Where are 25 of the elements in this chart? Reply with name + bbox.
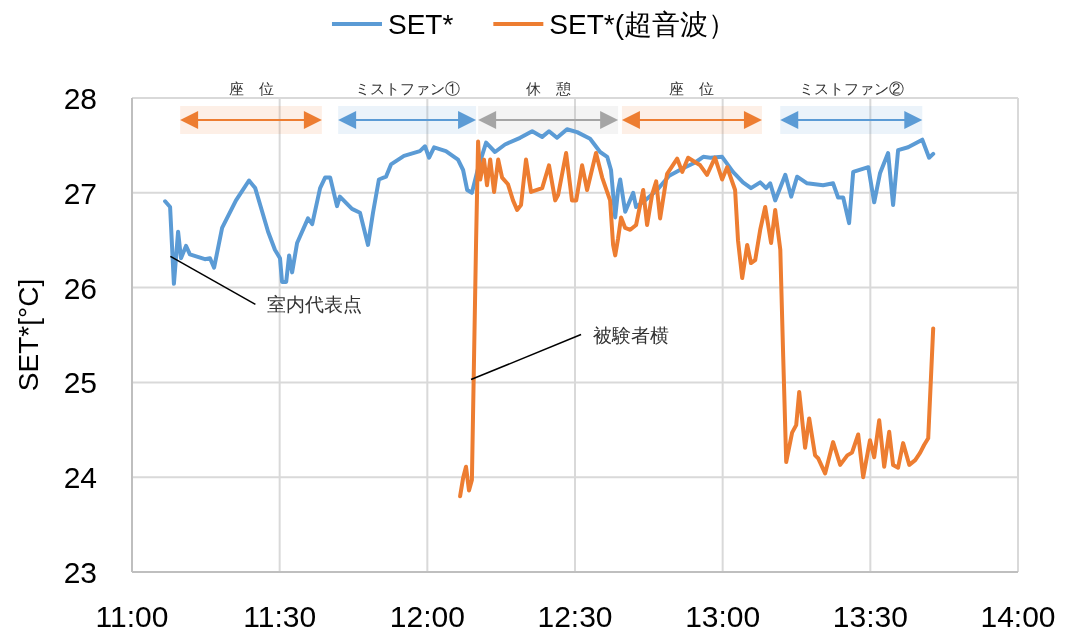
x-tick-label: 13:30 bbox=[832, 600, 908, 633]
annotation: 被験者横 bbox=[593, 324, 670, 346]
band-label: ミストファン① bbox=[354, 80, 460, 98]
x-tick-label: 11:00 bbox=[95, 600, 169, 633]
x-tick-label: 13:00 bbox=[685, 600, 761, 633]
legend-label: SET*(超音波） bbox=[549, 9, 737, 40]
band-label: ミストファン② bbox=[798, 80, 904, 98]
y-tick-label: 23 bbox=[63, 556, 97, 589]
x-tick-label: 14:00 bbox=[980, 600, 1056, 633]
legend-label: SET* bbox=[387, 9, 454, 40]
y-axis-title: SET*[°C] bbox=[13, 278, 44, 392]
band-label: 座 位 bbox=[669, 80, 715, 98]
y-tick-label: 25 bbox=[63, 366, 97, 400]
band-label: 休 憩 bbox=[525, 80, 571, 98]
y-tick-label: 28 bbox=[63, 82, 97, 115]
y-tick-label: 24 bbox=[63, 461, 97, 495]
x-tick-label: 11:30 bbox=[243, 600, 317, 633]
y-tick-label: 26 bbox=[63, 271, 97, 305]
x-tick-label: 12:30 bbox=[537, 600, 613, 633]
x-tick-label: 12:00 bbox=[389, 600, 465, 633]
line-series bbox=[458, 139, 936, 499]
line-series bbox=[163, 127, 936, 286]
band-label: 座 位 bbox=[228, 80, 274, 98]
annotation: 室内代表点 bbox=[267, 294, 363, 316]
y-tick-label: 27 bbox=[63, 176, 97, 210]
